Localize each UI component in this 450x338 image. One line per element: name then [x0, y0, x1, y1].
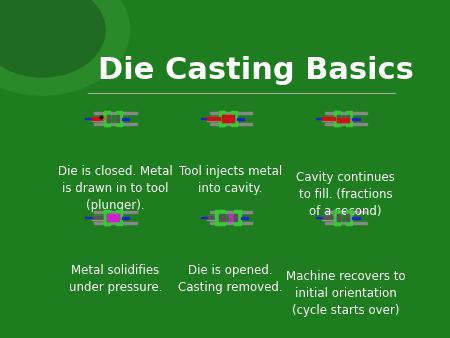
Bar [346, 210, 352, 225]
Bar [337, 214, 340, 221]
Bar [104, 111, 110, 126]
Bar [241, 217, 248, 219]
Bar [107, 214, 110, 221]
Bar [231, 115, 234, 122]
Bar [107, 115, 110, 122]
Bar [324, 222, 367, 224]
Bar [219, 210, 225, 225]
Text: Metal solidifies
under pressure.: Metal solidifies under pressure. [69, 264, 162, 294]
Bar [207, 117, 220, 120]
Bar [91, 117, 105, 121]
Bar [352, 217, 360, 219]
Bar [324, 123, 367, 125]
Bar [94, 123, 137, 125]
Bar [322, 216, 336, 220]
Text: Die is opened.
Casting removed.: Die is opened. Casting removed. [178, 264, 283, 294]
Bar [237, 118, 244, 120]
Bar [315, 217, 322, 218]
Bar [201, 118, 207, 120]
Bar [92, 216, 105, 219]
Bar [94, 112, 137, 114]
Text: Tool injects metal
into cavity.: Tool injects metal into cavity. [179, 166, 282, 195]
Bar [334, 210, 340, 225]
Bar [334, 111, 340, 126]
Bar [337, 115, 340, 122]
Bar [86, 217, 92, 218]
Bar [222, 115, 225, 122]
Bar [104, 111, 110, 126]
Bar [324, 112, 367, 114]
Bar [346, 111, 352, 126]
Bar [222, 115, 225, 122]
Bar [107, 214, 110, 221]
Bar [229, 214, 232, 221]
Bar [86, 118, 92, 120]
Bar [207, 216, 220, 219]
Bar [210, 112, 252, 114]
Bar [210, 123, 252, 125]
Text: Die Casting Basics: Die Casting Basics [98, 56, 414, 85]
Bar [122, 217, 129, 219]
Bar [215, 210, 221, 225]
Bar [322, 216, 335, 219]
Bar [207, 117, 220, 121]
Circle shape [0, 0, 105, 77]
Bar [104, 210, 110, 225]
Bar [207, 216, 220, 220]
Text: Machine recovers to
initial orientation
(cycle starts over): Machine recovers to initial orientation … [286, 270, 405, 317]
Bar [234, 214, 237, 221]
Bar [315, 118, 322, 120]
Bar [104, 210, 110, 225]
Bar [210, 211, 252, 213]
Bar [222, 115, 234, 122]
Bar [201, 217, 207, 218]
Bar [91, 216, 105, 220]
Bar [94, 222, 137, 224]
Bar [346, 115, 349, 122]
Bar [337, 214, 340, 221]
Bar [322, 117, 335, 120]
Bar [322, 117, 335, 120]
Bar [94, 211, 137, 213]
Bar [210, 222, 252, 224]
Bar [231, 111, 237, 126]
Text: Die is closed. Metal
is drawn in to tool
(plunger).: Die is closed. Metal is drawn in to tool… [58, 166, 173, 213]
Bar [222, 214, 225, 221]
Bar [234, 210, 241, 225]
Text: Cavity continues
to fill. (fractions
of a second): Cavity continues to fill. (fractions of … [296, 171, 395, 218]
Bar [92, 117, 100, 120]
Bar [116, 115, 119, 122]
Bar [346, 214, 349, 221]
Bar [116, 214, 119, 221]
Bar [334, 111, 340, 126]
Bar [219, 111, 225, 126]
Bar [116, 210, 122, 225]
Bar [337, 118, 349, 122]
Bar [337, 115, 340, 122]
Bar [219, 111, 225, 126]
Bar [116, 111, 122, 126]
Bar [92, 117, 105, 120]
Bar [219, 214, 221, 221]
Bar [207, 117, 220, 120]
Bar [322, 117, 336, 121]
Bar [107, 115, 110, 122]
Bar [107, 214, 119, 221]
Bar [122, 118, 129, 120]
Bar [352, 118, 360, 120]
Bar [324, 211, 367, 213]
Bar [334, 210, 340, 225]
Circle shape [0, 0, 130, 95]
